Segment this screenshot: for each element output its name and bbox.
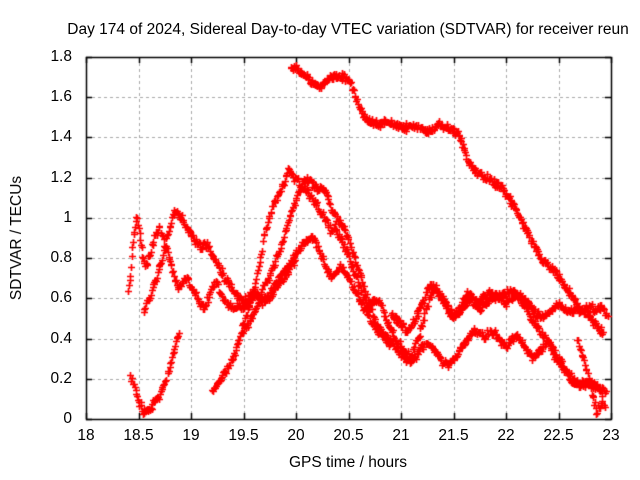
x-tick-label: 18 bbox=[77, 427, 95, 444]
chart-title: Day 174 of 2024, Sidereal Day-to-day VTE… bbox=[67, 21, 629, 38]
y-tick-label: 0 bbox=[63, 410, 72, 427]
x-tick-label: 19 bbox=[182, 427, 200, 444]
x-tick-label: 23 bbox=[602, 427, 620, 444]
y-tick-label: 0.4 bbox=[50, 329, 72, 347]
y-tick-label: 0.6 bbox=[50, 289, 72, 307]
y-tick-label: 1.6 bbox=[50, 88, 72, 106]
x-tick-label: 19.5 bbox=[228, 427, 259, 444]
y-tick-label: 0.8 bbox=[50, 249, 72, 267]
x-tick-label: 22 bbox=[497, 427, 515, 444]
x-tick-label: 22.5 bbox=[543, 427, 574, 444]
x-tick-label: 20.5 bbox=[333, 427, 364, 444]
y-tick-label: 1.4 bbox=[50, 128, 72, 146]
x-tick-label: 18.5 bbox=[123, 427, 154, 444]
y-tick-label: 1.8 bbox=[50, 48, 72, 65]
x-tick-label: 21.5 bbox=[438, 427, 469, 444]
x-axis-label: GPS time / hours bbox=[288, 454, 407, 471]
y-tick-label: 1.2 bbox=[50, 168, 72, 186]
x-tick-label: 20 bbox=[287, 427, 305, 444]
y-tick-label: 0.2 bbox=[50, 369, 72, 387]
y-tick-label: 1 bbox=[63, 208, 72, 226]
x-tick-label: 21 bbox=[392, 427, 410, 444]
